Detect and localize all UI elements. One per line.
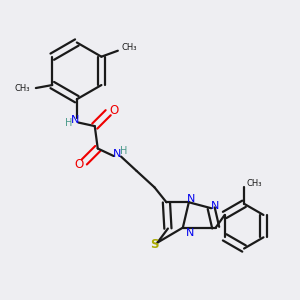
- Text: O: O: [74, 158, 84, 171]
- Text: S: S: [150, 238, 158, 251]
- Text: N: N: [187, 194, 195, 204]
- Text: O: O: [109, 104, 118, 117]
- Text: CH₃: CH₃: [247, 179, 262, 188]
- Text: CH₃: CH₃: [15, 84, 31, 93]
- Text: N: N: [211, 201, 219, 211]
- Text: N: N: [113, 149, 121, 160]
- Text: H: H: [65, 118, 72, 128]
- Text: N: N: [71, 115, 80, 125]
- Text: H: H: [120, 146, 128, 157]
- Text: CH₃: CH₃: [122, 43, 137, 52]
- Text: N: N: [186, 228, 194, 238]
